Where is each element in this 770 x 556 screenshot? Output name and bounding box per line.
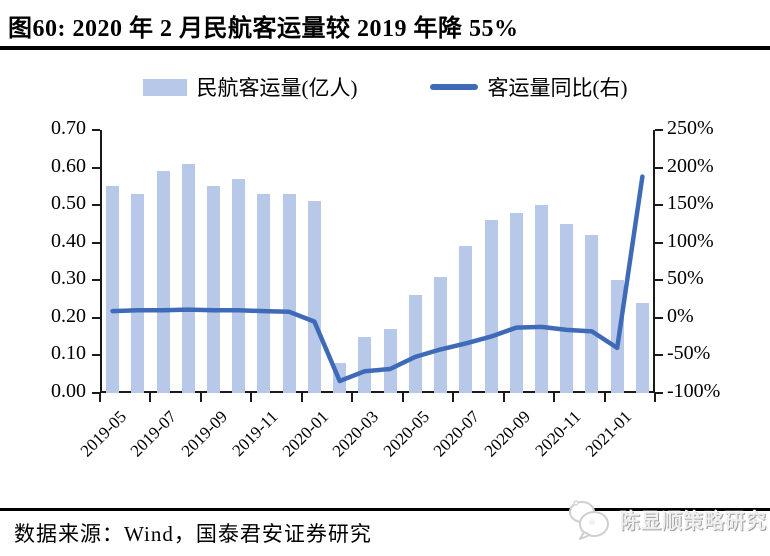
yoy-line	[110, 174, 645, 384]
x-axis-label: 2019-05	[76, 407, 131, 461]
bar-2020-09	[509, 212, 523, 393]
bar-2021-02	[635, 302, 649, 393]
left-axis-label: 0.60	[51, 154, 86, 177]
bar-2019-09	[207, 186, 221, 393]
x-axis-label: 2020-01	[278, 407, 332, 461]
right-axis-tick	[655, 241, 663, 244]
left-axis-tick	[92, 392, 100, 394]
x-axis-label: 2019-11	[228, 407, 282, 461]
x-axis-label: 2020-03	[328, 407, 383, 461]
right-axis-tick	[655, 354, 663, 357]
left-axis-tick	[92, 166, 100, 169]
left-axis-tick	[92, 241, 100, 244]
left-axis-label: 0.00	[51, 380, 86, 402]
x-axis-tick	[603, 393, 606, 402]
legend-line-label: 客运量同比(右)	[487, 76, 628, 100]
x-axis-tick	[149, 393, 152, 402]
data-source: 数据来源：Wind，国泰君安证券研究	[14, 522, 372, 546]
legend-item-line-series: 客运量同比(右)	[429, 72, 628, 102]
right-axis-label: 250%	[667, 117, 714, 139]
x-axis-label: 2020-09	[480, 407, 534, 461]
right-axis-label: -50%	[667, 342, 711, 365]
bar-2020-07	[459, 246, 473, 393]
left-axis-label: 0.10	[51, 342, 86, 365]
legend-bar-label: 民航客运量(亿人)	[196, 76, 358, 100]
right-axis-tick	[655, 279, 663, 282]
right-axis-tick	[655, 204, 663, 207]
x-axis-label: 2020-05	[379, 407, 433, 461]
x-axis-tick	[351, 393, 354, 402]
x-axis-tick	[199, 393, 202, 402]
bar-2019-07	[156, 171, 170, 393]
bar-2020-03	[358, 336, 372, 393]
chart: 0.00 -100% 0.10 -50% 0.20 0% 0.30 50% 0.40 100% 0.…	[0, 117, 770, 505]
left-axis-tick	[92, 204, 100, 207]
left-axis-label: 0.40	[51, 229, 86, 252]
right-axis-label: 200%	[667, 154, 714, 177]
x-axis-tick	[654, 393, 656, 402]
legend-item-bar-series: 民航客运量(亿人)	[142, 72, 358, 102]
right-axis-label: 50%	[667, 267, 704, 290]
title-divider	[0, 46, 770, 50]
right-axis-label: 150%	[667, 192, 714, 215]
left-axis-label: 0.70	[51, 117, 86, 139]
bar-2020-05	[408, 295, 422, 393]
right-axis-label: 100%	[667, 229, 714, 252]
x-axis-label: 2019-07	[127, 407, 181, 461]
left-axis-tick	[92, 316, 100, 319]
left-axis-label: 0.30	[51, 267, 86, 290]
bar-2019-11	[257, 193, 271, 393]
right-axis-tick	[655, 316, 663, 319]
x-axis-label: 2019-09	[177, 407, 231, 461]
x-axis-tick	[401, 393, 404, 402]
left-axis-label: 0.50	[51, 192, 86, 215]
left-axis-tick	[92, 129, 100, 131]
bar-2020-01	[307, 201, 321, 393]
bar-2020-12	[585, 235, 599, 393]
right-axis-tick	[655, 392, 663, 394]
right-axis-tick	[655, 129, 663, 131]
right-axis-label: -100%	[667, 380, 721, 402]
x-axis-label: 2021-01	[581, 407, 635, 461]
bar-swatch-icon	[142, 78, 187, 96]
x-axis-tick	[99, 393, 101, 402]
bar-2020-11	[560, 223, 574, 393]
bar-2019-12	[282, 193, 296, 393]
x-axis-tick	[502, 393, 505, 402]
x-axis-label: 2020-07	[429, 407, 484, 461]
watermark-text: 陈显顺策略研究	[620, 510, 767, 533]
plot-area	[100, 130, 655, 393]
bar-2019-05	[106, 186, 120, 393]
bar-2020-10	[534, 205, 548, 393]
watermark: 陈显顺策略研究	[568, 490, 768, 548]
bar-2020-04	[383, 329, 397, 393]
x-axis-tick	[300, 393, 303, 402]
bar-2020-08	[484, 220, 498, 393]
speech-bubbles-icon	[569, 500, 609, 540]
x-axis-tick	[250, 393, 253, 402]
left-axis-tick	[92, 354, 100, 357]
left-axis-tick	[92, 279, 100, 282]
bar-2019-06	[131, 193, 145, 393]
bar-2020-06	[434, 276, 448, 393]
bar-2019-10	[232, 178, 246, 393]
left-axis-label: 0.20	[51, 304, 86, 327]
footer-divider	[0, 508, 770, 511]
bar-2019-08	[181, 163, 195, 393]
x-axis-tick	[553, 393, 556, 402]
x-axis-label: 2020-11	[531, 407, 585, 461]
page-title: 图60: 2020 年 2 月民航客运量较 2019 年降 55%	[8, 16, 519, 42]
line-swatch-icon	[429, 84, 478, 90]
legend: 民航客运量(亿人) 客运量同比(右)	[0, 72, 770, 102]
right-axis-tick	[655, 166, 663, 169]
x-axis-tick	[452, 393, 455, 402]
right-axis-label: 0%	[667, 304, 694, 327]
